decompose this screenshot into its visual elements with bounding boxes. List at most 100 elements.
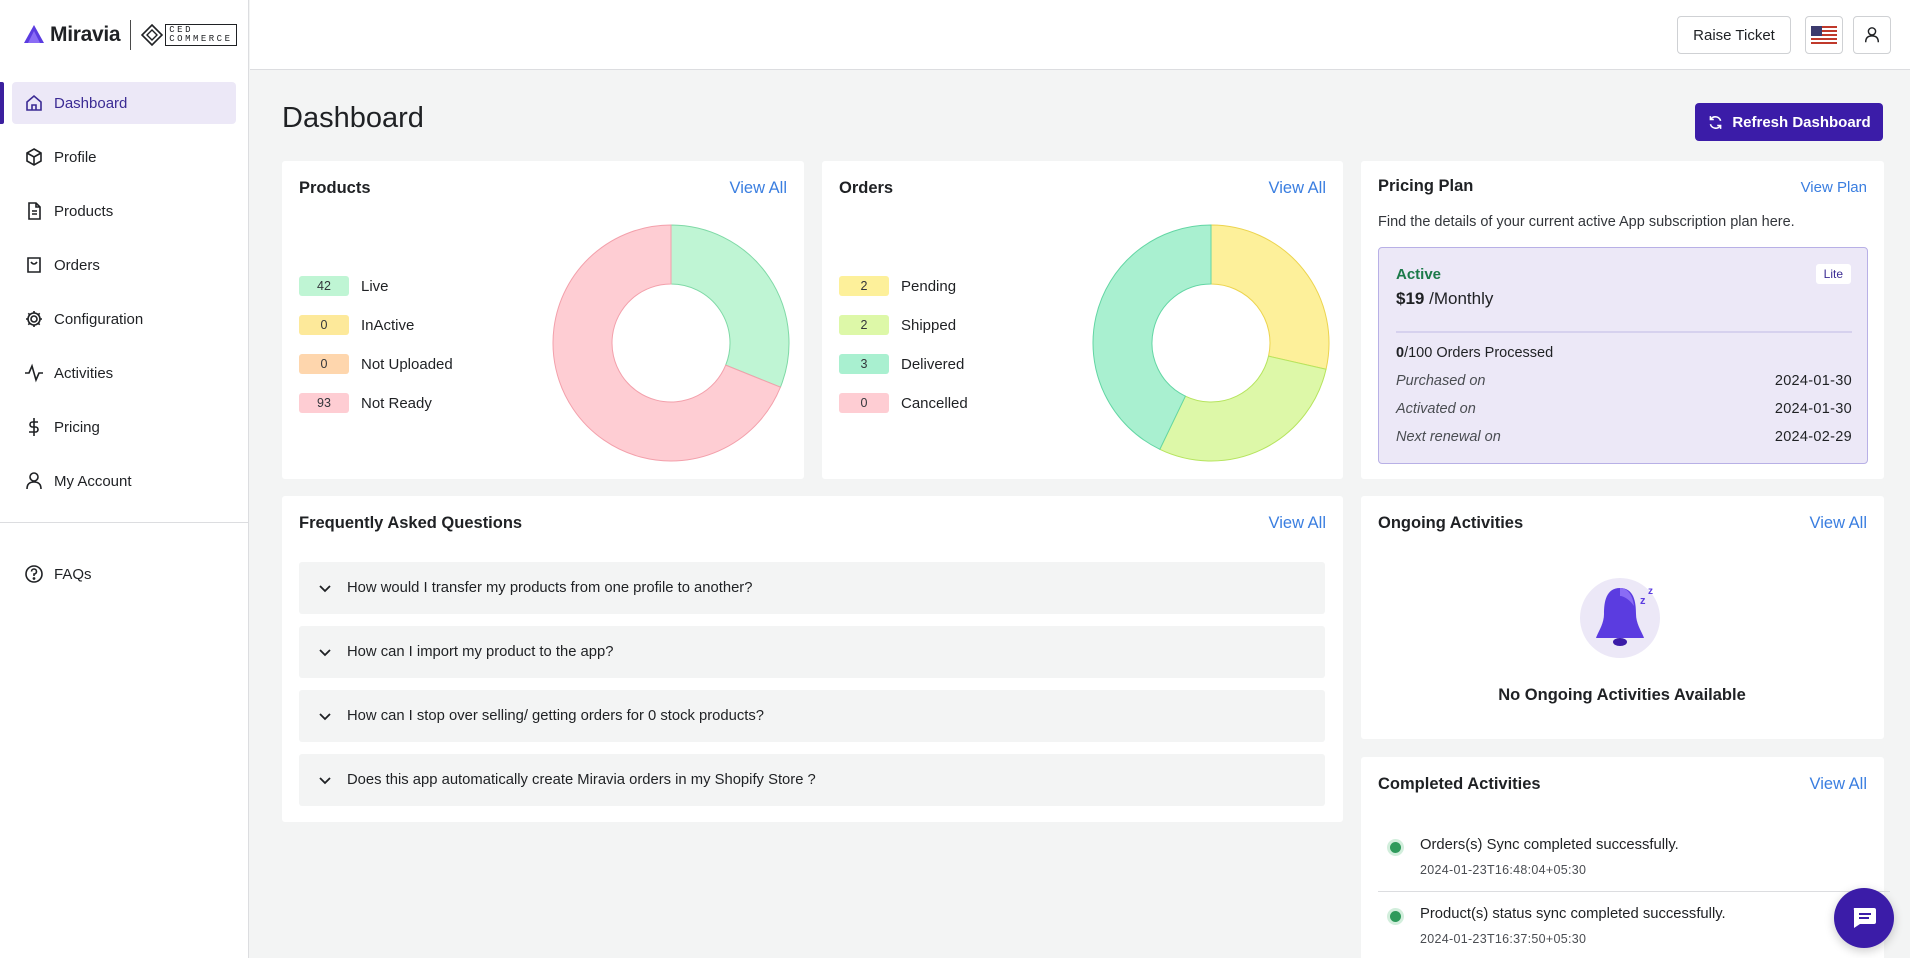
sidebar-item-my-account[interactable]: My Account — [12, 460, 236, 502]
sidebar-item-label: My Account — [54, 472, 132, 490]
plan-row-activated: Activated on 2024-01-30 — [1396, 401, 1852, 417]
orders-processed-count: 0 — [1396, 345, 1405, 361]
legend-label: Not Ready — [361, 394, 432, 412]
donut-slice-shipped[interactable] — [1159, 355, 1327, 462]
orders-donut-chart — [1092, 224, 1330, 462]
faq-item[interactable]: How would I transfer my products from on… — [299, 562, 1325, 614]
pricing-subtitle: Find the details of your current active … — [1378, 214, 1795, 230]
plan-row-key: Activated on — [1396, 401, 1476, 417]
plan-row-renewal: Next renewal on 2024-02-29 — [1396, 429, 1852, 445]
plan-tier-badge: Lite — [1815, 264, 1851, 284]
legend-item-shipped: 2 Shipped — [839, 315, 968, 335]
sidebar-item-label: Dashboard — [54, 94, 128, 112]
raise-ticket-button[interactable]: Raise Ticket — [1677, 16, 1791, 54]
legend-label: Pending — [901, 277, 957, 295]
legend-count: 3 — [839, 354, 889, 374]
legend-item-not-uploaded: 0 Not Uploaded — [299, 354, 453, 374]
ongoing-view-all-link[interactable]: View All — [1809, 514, 1867, 532]
plan-row-value: 2024-01-30 — [1774, 373, 1852, 389]
plan-price-amount: $19 — [1396, 289, 1425, 308]
legend-label: Shipped — [901, 316, 957, 334]
us-flag-icon — [1811, 26, 1837, 44]
products-card: Products View All 42 Live 0 InActive 0 N… — [282, 161, 804, 479]
cedcommerce-logo-icon — [141, 24, 164, 46]
plan-row-value: 2024-01-30 — [1774, 401, 1852, 417]
orders-usage-bar — [1396, 331, 1852, 333]
faq-card: Frequently Asked Questions View All How … — [282, 496, 1343, 822]
faq-item[interactable]: How can I stop over selling/ getting ord… — [299, 690, 1325, 742]
faq-question: How can I import my product to the app? — [347, 644, 614, 660]
legend-label: Delivered — [901, 355, 965, 373]
legend-item-inactive: 0 InActive — [299, 315, 453, 335]
products-view-all-link[interactable]: View All — [729, 179, 787, 197]
donut-slice-delivered[interactable] — [1092, 224, 1212, 450]
gear-icon — [26, 311, 42, 327]
sidebar-item-label: Configuration — [54, 310, 144, 328]
ongoing-card-title: Ongoing Activities — [1378, 514, 1524, 532]
sidebar-item-pricing[interactable]: Pricing — [12, 406, 236, 448]
completed-view-all-link[interactable]: View All — [1809, 775, 1867, 793]
sidebar-item-configuration[interactable]: Configuration — [12, 298, 236, 340]
legend-label: Not Uploaded — [361, 355, 453, 373]
legend-count: 2 — [839, 276, 889, 296]
sidebar-item-activities[interactable]: Activities — [12, 352, 236, 394]
plan-price: $19 /Monthly — [1396, 289, 1493, 309]
legend-item-live: 42 Live — [299, 276, 453, 296]
ced-text: CED — [169, 25, 193, 35]
orders-view-all-link[interactable]: View All — [1268, 179, 1326, 197]
ongoing-activities-card: Ongoing Activities View All z z No Ongoi… — [1361, 496, 1884, 739]
language-button[interactable] — [1805, 16, 1843, 54]
products-donut-chart — [552, 224, 790, 462]
sidebar-item-dashboard[interactable]: Dashboard — [0, 82, 236, 124]
donut-slice-not-ready[interactable] — [552, 224, 782, 462]
sidebar-item-label: FAQs — [54, 565, 92, 583]
orders-card-title: Orders — [839, 179, 894, 197]
sidebar-item-label: Profile — [54, 148, 97, 166]
legend-count: 93 — [299, 393, 349, 413]
chat-support-button[interactable] — [1834, 888, 1894, 948]
chevron-down-icon — [319, 777, 331, 785]
activity-text: Orders(s) Sync completed successfully. — [1420, 837, 1679, 853]
active-plan-box: Active $19 /Monthly Lite 0/100 Orders Pr… — [1378, 247, 1868, 464]
products-legend: 42 Live 0 InActive 0 Not Uploaded 93 Not… — [299, 276, 453, 432]
sidebar-item-orders[interactable]: Orders — [12, 244, 236, 286]
shopping-bag-icon — [27, 257, 41, 273]
commerce-text: COMMERCE — [169, 34, 233, 44]
sidebar-item-faqs[interactable]: FAQs — [12, 553, 236, 595]
view-plan-link[interactable]: View Plan — [1800, 179, 1867, 196]
faq-item[interactable]: Does this app automatically create Mirav… — [299, 754, 1325, 806]
refresh-icon — [1709, 115, 1722, 129]
legend-count: 42 — [299, 276, 349, 296]
chevron-down-icon — [319, 649, 331, 657]
donut-slice-live[interactable] — [670, 224, 790, 388]
completed-activities-card: Completed Activities View All Orders(s) … — [1361, 757, 1890, 958]
brand-logo[interactable]: Miravia CED COMMERCE — [0, 0, 248, 70]
user-icon — [1864, 27, 1880, 43]
faq-question: How would I transfer my products from on… — [347, 580, 753, 596]
legend-count: 2 — [839, 315, 889, 335]
miravia-logo-icon — [24, 25, 44, 43]
dollar-icon — [29, 418, 39, 436]
faq-item[interactable]: How can I import my product to the app? — [299, 626, 1325, 678]
pricing-card-title: Pricing Plan — [1378, 177, 1474, 195]
sidebar-item-label: Products — [54, 202, 114, 220]
sidebar-item-label: Activities — [54, 364, 114, 382]
cedcommerce-wordmark: CED COMMERCE — [165, 24, 237, 46]
sidebar-item-products[interactable]: Products — [12, 190, 236, 232]
plan-row-key: Purchased on — [1396, 373, 1486, 389]
plan-row-purchased: Purchased on 2024-01-30 — [1396, 373, 1852, 389]
orders-processed: 0/100 Orders Processed — [1396, 345, 1553, 361]
faq-view-all-link[interactable]: View All — [1268, 514, 1326, 532]
user-menu-button[interactable] — [1853, 16, 1891, 54]
plan-row-key: Next renewal on — [1396, 429, 1501, 445]
document-icon — [28, 202, 41, 220]
legend-count: 0 — [299, 354, 349, 374]
legend-label: Live — [361, 277, 389, 295]
activity-divider — [1378, 891, 1890, 892]
legend-item-not-ready: 93 Not Ready — [299, 393, 453, 413]
svg-text:z: z — [1640, 595, 1646, 607]
sleeping-bell-icon: z z — [1580, 578, 1660, 658]
refresh-dashboard-button[interactable]: Refresh Dashboard — [1695, 103, 1883, 141]
sidebar-item-profile[interactable]: Profile — [12, 136, 236, 178]
donut-slice-pending[interactable] — [1210, 224, 1330, 370]
